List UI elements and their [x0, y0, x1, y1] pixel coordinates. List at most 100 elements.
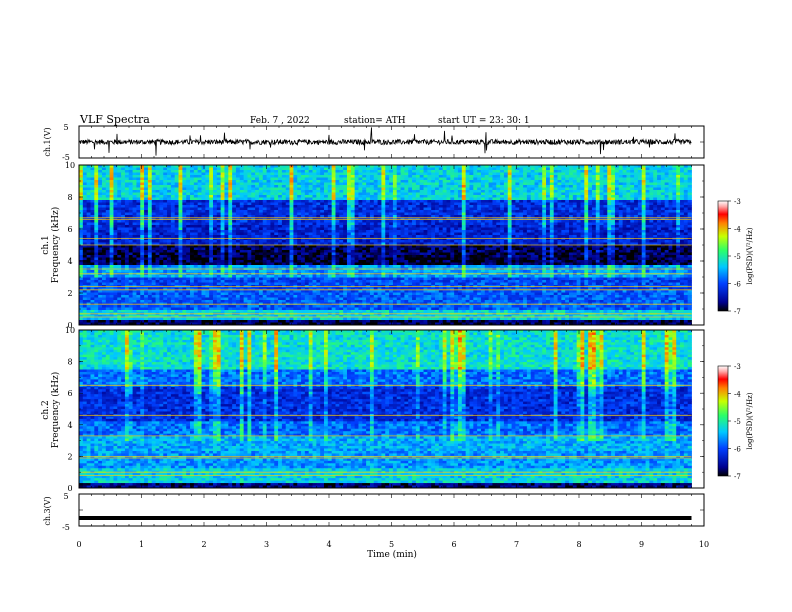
spectrogram-cell: [392, 235, 398, 238]
spectrogram-cell: [530, 190, 535, 193]
spectrogram-cell: [82, 212, 88, 216]
spectrogram-cell: [155, 167, 160, 171]
spectrogram-cell: [182, 230, 187, 233]
spectrogram-cell: [549, 187, 555, 191]
spectrogram-cell: [316, 175, 321, 178]
spectrogram-cell: [354, 240, 359, 243]
spectrogram-cell: [442, 182, 447, 186]
spectrogram-cell: [507, 227, 512, 231]
spectrogram-cell: [419, 195, 424, 198]
spectrogram-cell: [308, 227, 313, 231]
spectrogram-cell: [412, 172, 417, 176]
spectrogram-cell: [645, 227, 650, 231]
spectrogram-cell: [239, 202, 245, 206]
spectrogram-cell: [324, 240, 329, 243]
spectrogram-cell: [90, 182, 95, 186]
spectrogram-cell: [454, 165, 459, 168]
spectrogram-cell: [576, 180, 581, 183]
spectrogram-cell: [622, 212, 627, 216]
spectrogram-cell: [79, 217, 84, 221]
spectrogram-cell: [538, 215, 543, 218]
spectrogram-cell: [389, 170, 394, 173]
spectrogram-cell: [289, 232, 294, 236]
spectrogram-cell: [626, 200, 631, 203]
spectrogram-cell: [668, 232, 673, 236]
spectrogram-cell: [369, 185, 375, 188]
spectrogram-cell: [572, 167, 578, 171]
spectrogram-cell: [151, 167, 156, 171]
spectrogram-cell: [660, 187, 666, 191]
spectrogram-cell: [205, 180, 210, 183]
spectrogram-cell: [676, 217, 681, 221]
spectrogram-cell: [584, 200, 589, 203]
spectrogram-cell: [124, 165, 130, 168]
spectrogram-cell: [683, 210, 689, 213]
spectrogram-cell: [331, 180, 336, 183]
spectrogram-cell: [216, 205, 222, 208]
spectrogram-cell: [400, 192, 405, 196]
spectrogram-cell: [603, 225, 608, 228]
spectrogram-cell: [320, 220, 325, 223]
spectrogram-cell: [216, 235, 222, 238]
spectrogram-cell: [538, 197, 543, 201]
spectrogram-cell: [534, 182, 539, 186]
spectrogram-cell: [442, 205, 447, 208]
spectrogram-cell: [484, 232, 490, 236]
spectrogram-cell: [201, 240, 206, 243]
spectrogram-cell: [98, 220, 103, 223]
spectrogram-cell: [687, 170, 692, 173]
spectrogram-cell: [457, 207, 463, 211]
spectrogram-cell: [672, 207, 677, 211]
spectrogram-cell: [178, 187, 183, 191]
spectrogram-cell: [611, 187, 616, 191]
spectrogram-cell: [239, 185, 245, 188]
spectrogram-cell: [167, 215, 172, 218]
spectrogram-cell: [546, 167, 551, 171]
spectrogram-cell: [546, 232, 551, 236]
spectrogram-cell: [266, 192, 271, 196]
spectrogram-cell: [316, 197, 321, 201]
spectrogram-cell: [320, 212, 325, 216]
spectrogram-cell: [553, 200, 558, 203]
spectrogram-cell: [657, 170, 662, 173]
spectrogram-cell: [201, 185, 206, 188]
spectrogram-cell: [255, 200, 260, 203]
spectrogram-cell: [683, 167, 689, 171]
spectrogram-cell: [224, 210, 229, 213]
spectrogram-cell: [186, 165, 191, 168]
spectrogram-cell: [515, 177, 520, 181]
spectrogram-cell: [239, 215, 245, 218]
spectrogram-cell: [101, 202, 107, 206]
spectrogram-cell: [270, 207, 275, 211]
spectrogram-cell: [320, 182, 325, 186]
spectrogram-cell: [86, 207, 91, 211]
spectrogram-cell: [423, 207, 428, 211]
spectrogram-cell: [373, 192, 378, 196]
spectrogram-cell: [243, 200, 248, 203]
spectrogram-cell: [660, 230, 666, 233]
spectrogram-cell: [442, 167, 447, 171]
spectrogram-cell: [668, 215, 673, 218]
spectrogram-cell: [446, 220, 451, 223]
spectrogram-cell: [412, 225, 417, 228]
spectrogram-cell: [320, 185, 325, 188]
spectrogram-cell: [450, 225, 455, 228]
spectrogram-cell: [595, 210, 601, 213]
spectrogram-cell: [465, 167, 470, 171]
spectrogram-cell: [136, 235, 141, 238]
spectrogram-cell: [190, 230, 195, 233]
spectrogram-cell: [465, 195, 470, 198]
spectrogram-cell: [415, 232, 421, 236]
spectrogram-cell: [622, 215, 627, 218]
spectrogram-cell: [427, 230, 432, 233]
spectrogram-cell: [117, 170, 122, 173]
spectrogram-cell: [676, 207, 681, 211]
spectrogram-cell: [212, 200, 218, 203]
spectrogram-cell: [331, 225, 336, 228]
spectrogram-cell: [212, 167, 218, 171]
spectrogram-cell: [660, 172, 666, 176]
spectrogram-cell: [121, 167, 126, 171]
spectrogram-cell: [572, 217, 578, 221]
spectrogram-cell: [117, 185, 122, 188]
spectrogram-cell: [668, 192, 673, 196]
